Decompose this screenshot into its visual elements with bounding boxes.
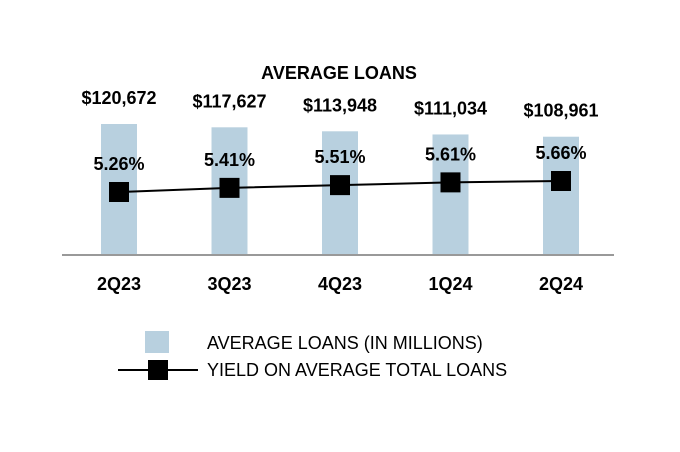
bar-2Q24 [543, 136, 579, 255]
yield-marker-2Q23 [109, 182, 129, 202]
yield-marker-1Q24 [440, 172, 461, 193]
yield-marker-2Q24 [551, 171, 571, 191]
bar-value-label: $120,672 [81, 88, 156, 108]
bar-value-label: $111,034 [414, 98, 487, 118]
x-tick-label: 2Q23 [97, 274, 141, 294]
x-tick-label: 2Q24 [539, 274, 583, 294]
x-tick-label: 4Q23 [318, 274, 362, 294]
yield-value-label: 5.26% [93, 154, 144, 174]
bar-1Q24 [432, 134, 469, 255]
legend-label-loans: AVERAGE LOANS (IN MILLIONS) [207, 333, 483, 353]
legend-marker-yield [148, 360, 168, 380]
bar-value-labels: $120,672 $117,627 $113,948 $111,034 $108,961 [81, 88, 598, 121]
yield-line-series [109, 171, 571, 202]
yield-value-label: 5.66% [535, 143, 586, 163]
legend-label-yield: YIELD ON AVERAGE TOTAL LOANS [207, 360, 507, 380]
yield-marker-3Q23 [219, 177, 240, 198]
yield-labels: 5.26% 5.41% 5.51% 5.61% 5.66% [93, 143, 586, 174]
yield-marker-4Q23 [330, 175, 350, 196]
yield-value-label: 5.61% [425, 144, 476, 164]
bar-value-label: $117,627 [192, 91, 266, 111]
yield-value-label: 5.41% [204, 150, 255, 170]
x-tick-label: 3Q23 [207, 274, 251, 294]
legend: AVERAGE LOANS (IN MILLIONS) YIELD ON AVE… [118, 331, 507, 380]
chart-title: AVERAGE LOANS [261, 63, 417, 83]
bar-value-label: $113,948 [303, 95, 377, 115]
bar-value-label: $108,961 [523, 101, 598, 121]
legend-swatch-bar [145, 331, 169, 353]
x-tick-label: 1Q24 [428, 274, 472, 294]
yield-value-label: 5.51% [314, 147, 365, 167]
x-tick-labels: 2Q23 3Q23 4Q23 1Q24 2Q24 [97, 274, 583, 294]
